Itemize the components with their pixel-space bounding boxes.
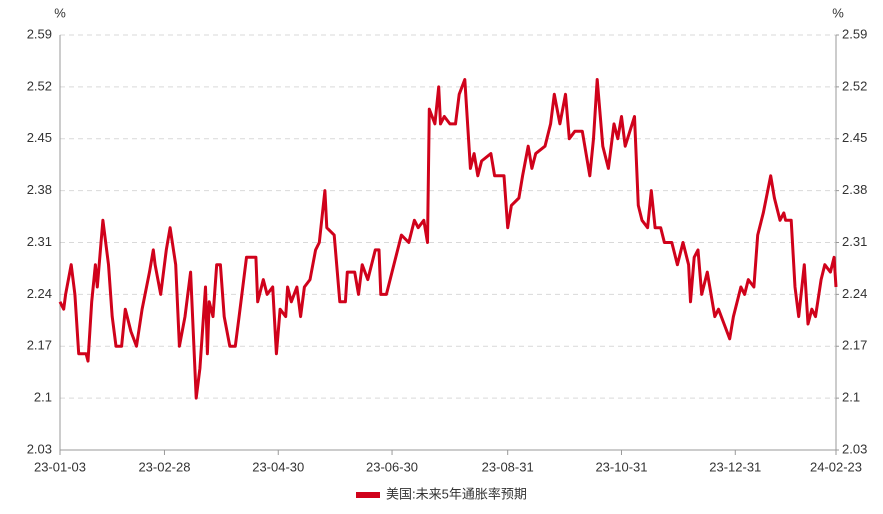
y-tick-label: 2.52 xyxy=(27,78,52,93)
y-tick-label: 2.31 xyxy=(27,234,52,249)
y2-axis-unit: % xyxy=(832,5,844,20)
x-tick-label: 23-10-31 xyxy=(595,459,647,474)
x-tick-label: 23-04-30 xyxy=(252,459,304,474)
y-tick-label: 2.59 xyxy=(27,26,52,41)
y-axis-unit: % xyxy=(54,5,66,20)
x-tick-label: 23-02-28 xyxy=(138,459,190,474)
x-tick-label: 24-02-23 xyxy=(810,459,862,474)
y2-tick-label: 2.38 xyxy=(842,182,867,197)
y2-tick-label: 2.17 xyxy=(842,338,867,353)
x-tick-label: 23-06-30 xyxy=(366,459,418,474)
legend-label: 美国:未来5年通胀率预期 xyxy=(386,486,527,501)
legend-swatch xyxy=(356,492,380,498)
y2-tick-label: 2.52 xyxy=(842,78,867,93)
y2-tick-label: 2.24 xyxy=(842,286,867,301)
y-tick-label: 2.24 xyxy=(27,286,52,301)
y2-tick-label: 2.45 xyxy=(842,130,867,145)
y-tick-label: 2.1 xyxy=(34,390,52,405)
y2-tick-label: 2.03 xyxy=(842,441,867,456)
y2-tick-label: 2.31 xyxy=(842,234,867,249)
y2-tick-label: 2.59 xyxy=(842,26,867,41)
y-tick-label: 2.03 xyxy=(27,441,52,456)
x-tick-label: 23-08-31 xyxy=(482,459,534,474)
y-tick-label: 2.38 xyxy=(27,182,52,197)
x-tick-label: 23-01-03 xyxy=(34,459,86,474)
y-tick-label: 2.45 xyxy=(27,130,52,145)
x-tick-label: 23-12-31 xyxy=(709,459,761,474)
y2-tick-label: 2.1 xyxy=(842,390,860,405)
y-tick-label: 2.17 xyxy=(27,338,52,353)
line-series xyxy=(58,78,838,400)
